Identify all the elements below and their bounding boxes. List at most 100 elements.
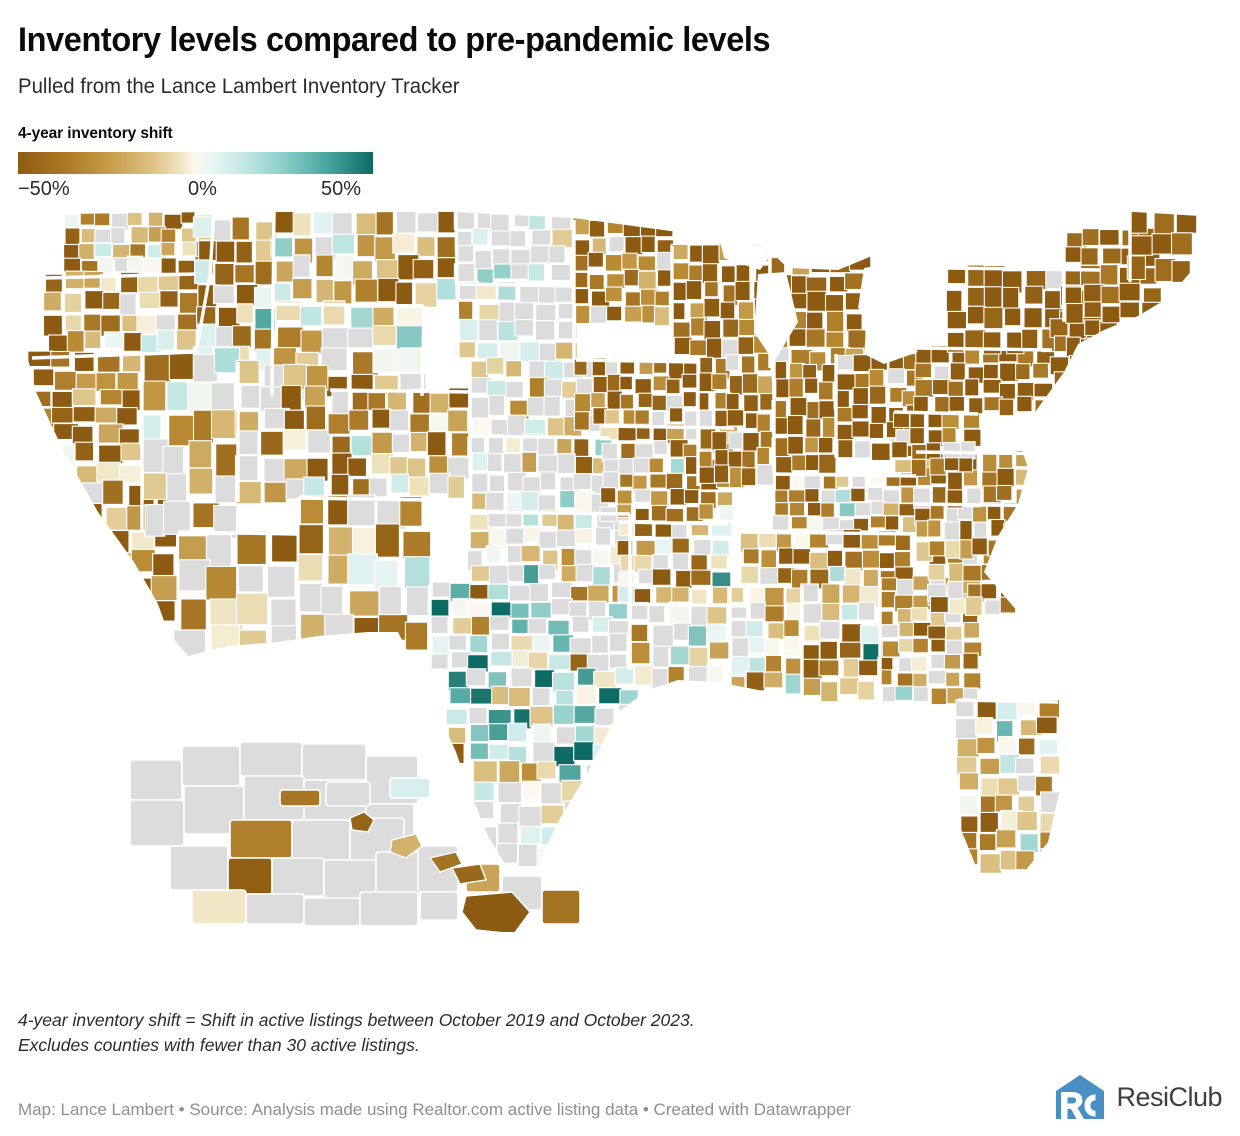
county-shape[interactable] [1171, 260, 1191, 284]
county-shape[interactable] [910, 459, 927, 478]
county-shape[interactable] [331, 391, 350, 415]
county-shape[interactable] [942, 442, 962, 460]
county-shape[interactable] [803, 377, 819, 395]
hawaii-island-shape[interactable] [389, 833, 423, 860]
county-shape[interactable] [867, 487, 884, 502]
county-shape[interactable] [651, 411, 666, 428]
county-shape[interactable] [1034, 399, 1052, 418]
county-shape[interactable] [187, 382, 212, 415]
county-shape[interactable] [1084, 337, 1100, 355]
county-shape[interactable] [327, 413, 351, 436]
county-shape[interactable] [399, 496, 423, 528]
county-shape[interactable] [683, 489, 700, 505]
county-shape[interactable] [725, 354, 740, 372]
county-shape[interactable] [868, 423, 885, 440]
county-shape[interactable] [880, 591, 897, 609]
county-shape[interactable] [447, 727, 467, 745]
county-shape[interactable] [485, 545, 502, 563]
county-shape[interactable] [574, 393, 592, 413]
county-shape[interactable] [94, 243, 113, 258]
county-shape[interactable] [894, 685, 914, 702]
county-shape[interactable] [102, 292, 122, 311]
county-shape[interactable] [756, 464, 774, 487]
county-shape[interactable] [198, 240, 218, 262]
county-shape[interactable] [84, 330, 102, 350]
county-shape[interactable] [716, 491, 734, 508]
county-shape[interactable] [616, 489, 633, 505]
county-shape[interactable] [980, 777, 999, 798]
county-shape[interactable] [175, 329, 197, 352]
county-shape[interactable] [634, 378, 652, 395]
county-shape[interactable] [71, 426, 94, 445]
county-shape[interactable] [498, 301, 517, 324]
county-shape[interactable] [555, 690, 574, 707]
county-shape[interactable] [842, 658, 860, 679]
county-shape[interactable] [299, 306, 323, 327]
county-shape[interactable] [1170, 232, 1193, 256]
county-shape[interactable] [214, 263, 235, 287]
county-shape[interactable] [506, 415, 527, 438]
county-shape[interactable] [838, 502, 856, 518]
county-shape[interactable] [759, 567, 779, 586]
county-shape[interactable] [881, 686, 897, 703]
county-shape[interactable] [414, 282, 438, 309]
county-shape[interactable] [78, 574, 107, 596]
county-shape[interactable] [738, 319, 757, 337]
county-shape[interactable] [979, 758, 1001, 776]
county-shape[interactable] [331, 234, 356, 255]
county-shape[interactable] [640, 235, 656, 254]
county-shape[interactable] [215, 240, 236, 264]
county-shape[interactable] [57, 529, 79, 554]
county-shape[interactable] [237, 565, 264, 593]
county-shape[interactable] [212, 219, 231, 243]
county-shape[interactable] [826, 550, 844, 568]
county-shape[interactable] [703, 320, 722, 342]
county-shape[interactable] [703, 298, 721, 318]
county-shape[interactable] [469, 742, 489, 761]
county-shape[interactable] [963, 672, 982, 690]
county-shape[interactable] [453, 212, 476, 231]
county-shape[interactable] [81, 595, 105, 623]
county-shape[interactable] [168, 352, 197, 381]
county-shape[interactable] [575, 305, 591, 325]
county-shape[interactable] [347, 457, 368, 478]
county-shape[interactable] [672, 262, 690, 281]
county-shape[interactable] [270, 237, 294, 258]
county-shape[interactable] [496, 843, 519, 865]
county-shape[interactable] [821, 583, 841, 605]
county-shape[interactable] [54, 445, 78, 465]
county-shape[interactable] [713, 464, 730, 484]
county-shape[interactable] [324, 614, 354, 646]
county-shape[interactable] [521, 781, 541, 801]
county-shape[interactable] [690, 317, 706, 337]
county-shape[interactable] [498, 760, 521, 784]
alaska-borough-shape[interactable] [129, 799, 185, 848]
county-shape[interactable] [910, 607, 929, 623]
county-shape[interactable] [76, 503, 103, 528]
county-shape[interactable] [998, 398, 1015, 417]
county-shape[interactable] [835, 373, 856, 392]
county-shape[interactable] [98, 444, 124, 465]
county-shape[interactable] [1083, 301, 1102, 319]
county-shape[interactable] [915, 348, 932, 365]
county-shape[interactable] [81, 528, 105, 555]
county-shape[interactable] [594, 708, 615, 727]
county-shape[interactable] [997, 564, 1014, 582]
county-shape[interactable] [426, 431, 447, 457]
county-shape[interactable] [607, 603, 628, 621]
county-shape[interactable] [587, 584, 610, 604]
county-shape[interactable] [580, 802, 601, 826]
county-shape[interactable] [763, 638, 780, 658]
county-shape[interactable] [210, 382, 235, 414]
county-shape[interactable] [962, 653, 979, 671]
county-shape[interactable] [805, 311, 824, 331]
county-shape[interactable] [530, 602, 552, 619]
alaska-borough-shape[interactable] [169, 845, 229, 892]
county-shape[interactable] [379, 586, 402, 618]
county-shape[interactable] [431, 581, 453, 599]
county-shape[interactable] [859, 625, 881, 645]
county-shape[interactable] [868, 369, 885, 388]
county-shape[interactable] [371, 432, 394, 455]
county-shape[interactable] [56, 600, 85, 624]
county-shape[interactable] [980, 564, 1001, 582]
